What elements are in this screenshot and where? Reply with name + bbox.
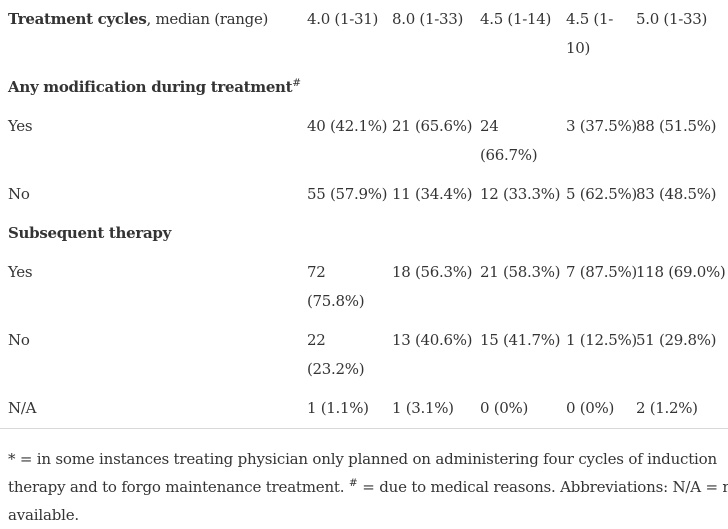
table-cell: 1 (12.5%) <box>566 331 637 349</box>
footnote-line: therapy and to forgo maintenance treatme… <box>8 473 728 501</box>
table-cell: 2 (1.2%) <box>636 399 698 417</box>
hash-superscript: # <box>292 77 302 89</box>
table-cell: 21 (65.6%) <box>392 117 473 135</box>
row-label: No <box>8 331 30 349</box>
table-cell: 15 (41.7%) <box>480 331 561 349</box>
table-cell: 72 (75.8%) <box>307 263 365 310</box>
table-cell: 21 (58.3%) <box>480 263 561 281</box>
table-cell: 118 (69.0%) <box>636 263 726 281</box>
table-cell: 4.0 (1-31) <box>307 10 379 28</box>
table-cell: 5 (62.5%) <box>566 185 637 203</box>
table-cell: 8.0 (1-33) <box>392 10 464 28</box>
table-cell: 40 (42.1%) <box>307 117 388 135</box>
hash-superscript: # <box>348 477 358 489</box>
table-cell: 7 (87.5%) <box>566 263 637 281</box>
row-subsequent-yes: Yes 72 (75.8%) 18 (56.3%) 21 (58.3%) 7 (87.5… <box>0 253 728 321</box>
row-label: Yes <box>8 117 33 135</box>
section-header-label: Subsequent therapy <box>8 224 172 242</box>
table-cell: 1 (3.1%) <box>392 399 454 417</box>
table-cell: 11 (34.4%) <box>392 185 473 203</box>
row-subsequent-no: No 22 (23.2%) 13 (40.6%) 15 (41.7%) 1 (12.5%… <box>0 321 728 389</box>
table-cell: 5.0 (1-33) <box>636 10 708 28</box>
table-cell: 12 (33.3%) <box>480 185 561 203</box>
treatment-outcomes-table: Treatment cycles, median (range) 4.0 (1-3… <box>0 0 728 428</box>
table-cell: 0 (0%) <box>480 399 529 417</box>
section-header: Subsequent therapy <box>0 214 728 253</box>
footnote-line: available. <box>8 506 79 524</box>
table-cell: 22 (23.2%) <box>307 331 365 378</box>
row-label-rest: , median (range) <box>146 10 269 28</box>
table-cell: 55 (57.9%) <box>307 185 388 203</box>
row-subsequent-na: N/A 1 (1.1%) 1 (3.1%) 0 (0%) 0 (0%) 2 (1.2%) <box>0 389 728 428</box>
table-footnote: * = in some instances treating physician… <box>0 428 728 529</box>
section-header: Any modification during treatment# <box>0 68 728 107</box>
row-treatment-cycles: Treatment cycles, median (range) 4.0 (1-3… <box>0 0 728 68</box>
table-cell: 18 (56.3%) <box>392 263 473 281</box>
footnote-text: = due to medical reasons. Abbreviations:… <box>357 478 728 496</box>
table-cell: 83 (48.5%) <box>636 185 717 203</box>
row-label: N/A <box>8 399 37 417</box>
row-label: Yes <box>8 263 33 281</box>
section-any-modification: Any modification during treatment# <box>0 68 728 107</box>
table-cell: 88 (51.5%) <box>636 117 717 135</box>
row-label-bold: Treatment cycles <box>8 10 147 28</box>
row-modification-yes: Yes 40 (42.1%) 21 (65.6%) 24 (66.7%) 3 (37.5… <box>0 107 728 175</box>
table-cell: 0 (0%) <box>566 399 615 417</box>
table-cell: 3 (37.5%) <box>566 117 637 135</box>
footnote-line: * = in some instances treating physician… <box>8 450 717 468</box>
footnote-text: therapy and to forgo maintenance treatme… <box>8 478 349 496</box>
row-label: Treatment cycles, median (range) <box>0 0 299 68</box>
section-subsequent-therapy: Subsequent therapy <box>0 214 728 253</box>
table-cell: 24 (66.7%) <box>480 117 538 164</box>
row-modification-no: No 55 (57.9%) 11 (34.4%) 12 (33.3%) 5 (62.5%… <box>0 175 728 214</box>
row-label: No <box>8 185 30 203</box>
table-cell: 4.5 (1- 10) <box>566 10 613 57</box>
table-cell: 13 (40.6%) <box>392 331 473 349</box>
table-cell: 4.5 (1-14) <box>480 10 552 28</box>
table-cell: 1 (1.1%) <box>307 399 369 417</box>
table-cell: 51 (29.8%) <box>636 331 717 349</box>
section-header-label: Any modification during treatment <box>8 78 293 96</box>
